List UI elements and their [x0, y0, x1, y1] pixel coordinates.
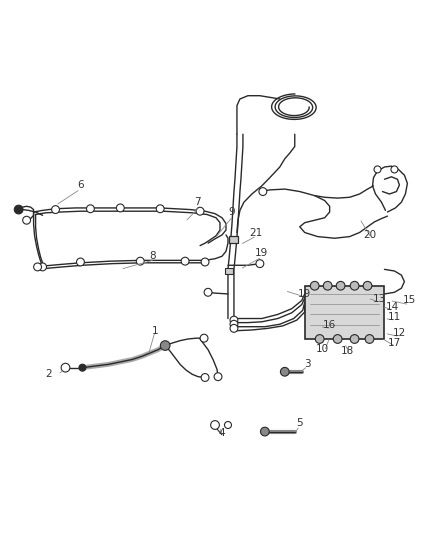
- Text: 21: 21: [249, 228, 262, 238]
- Circle shape: [214, 373, 222, 381]
- Circle shape: [311, 281, 319, 290]
- Text: 8: 8: [149, 251, 155, 261]
- Circle shape: [117, 204, 124, 212]
- Text: 12: 12: [393, 328, 406, 338]
- Text: 15: 15: [403, 295, 416, 305]
- Circle shape: [256, 260, 264, 268]
- Text: 13: 13: [373, 294, 386, 304]
- Text: 3: 3: [304, 359, 311, 369]
- Circle shape: [77, 258, 85, 266]
- Circle shape: [350, 281, 359, 290]
- Circle shape: [160, 341, 170, 350]
- Circle shape: [391, 166, 398, 173]
- Circle shape: [259, 188, 267, 196]
- Circle shape: [315, 335, 324, 343]
- Circle shape: [14, 205, 23, 214]
- Text: 19: 19: [255, 248, 268, 258]
- Text: 11: 11: [388, 312, 401, 322]
- Circle shape: [336, 281, 345, 290]
- Circle shape: [261, 427, 269, 436]
- Circle shape: [333, 335, 342, 343]
- Circle shape: [200, 334, 208, 342]
- Text: 7: 7: [194, 197, 200, 207]
- Circle shape: [39, 263, 46, 271]
- Circle shape: [374, 166, 381, 173]
- Circle shape: [181, 257, 189, 265]
- Circle shape: [204, 288, 212, 296]
- Circle shape: [201, 258, 209, 266]
- Circle shape: [52, 206, 60, 214]
- Text: 4: 4: [219, 428, 225, 438]
- Text: 10: 10: [316, 344, 329, 354]
- Circle shape: [350, 335, 359, 343]
- Circle shape: [225, 422, 231, 429]
- Circle shape: [280, 367, 289, 376]
- Circle shape: [196, 207, 204, 215]
- Circle shape: [323, 281, 332, 290]
- Circle shape: [79, 364, 86, 371]
- Circle shape: [34, 263, 42, 271]
- Circle shape: [86, 205, 94, 213]
- Text: 20: 20: [363, 230, 376, 240]
- Text: 2: 2: [45, 369, 52, 379]
- Circle shape: [230, 325, 238, 332]
- Text: 19: 19: [298, 289, 311, 299]
- Text: 16: 16: [323, 320, 336, 330]
- Text: 5: 5: [297, 418, 303, 429]
- Text: 18: 18: [341, 346, 354, 356]
- Text: 14: 14: [386, 302, 399, 312]
- Circle shape: [136, 257, 144, 265]
- Circle shape: [23, 216, 31, 224]
- Text: 17: 17: [388, 338, 401, 348]
- Circle shape: [230, 320, 238, 328]
- Circle shape: [61, 364, 70, 372]
- Circle shape: [363, 281, 372, 290]
- Circle shape: [365, 335, 374, 343]
- Circle shape: [211, 421, 219, 430]
- Circle shape: [156, 205, 164, 213]
- Circle shape: [201, 374, 209, 382]
- FancyBboxPatch shape: [229, 236, 238, 243]
- FancyBboxPatch shape: [305, 286, 385, 339]
- Circle shape: [230, 316, 238, 324]
- Text: 6: 6: [77, 180, 84, 190]
- Text: 1: 1: [152, 326, 159, 336]
- FancyBboxPatch shape: [225, 268, 233, 274]
- Text: 9: 9: [229, 207, 235, 217]
